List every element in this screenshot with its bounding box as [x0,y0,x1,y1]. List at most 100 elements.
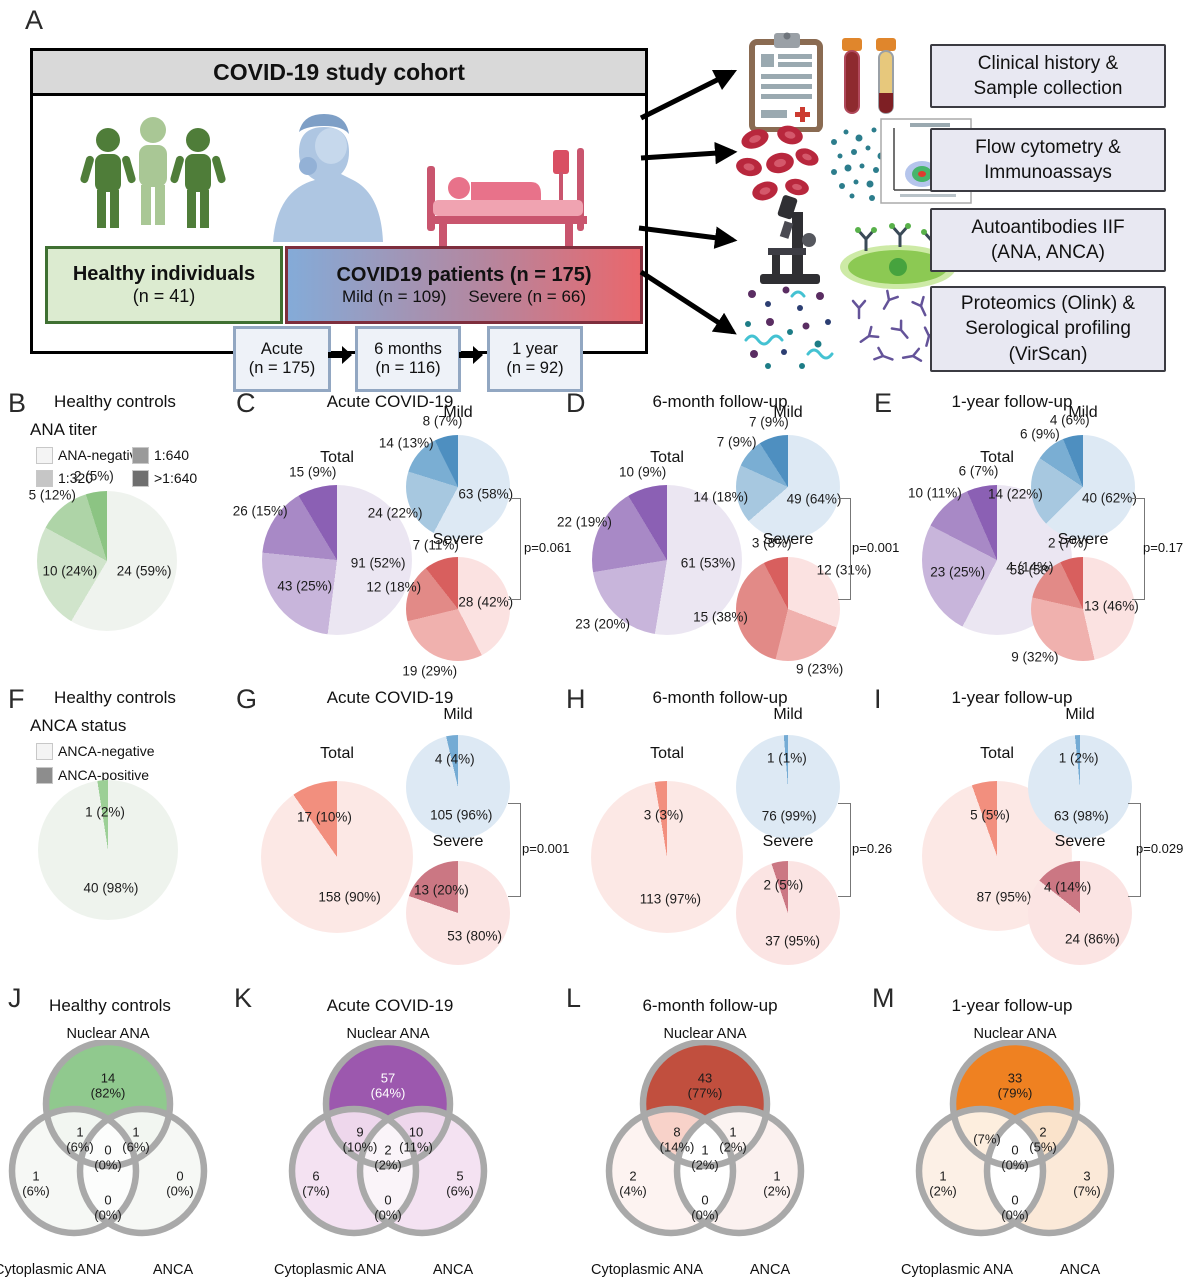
panel-title-b: Healthy controls [54,392,176,411]
fan-arrows [638,69,738,335]
group-label-mild: Mild [443,404,473,421]
pie-slice-label: 14 (13%) [378,435,434,451]
hospital-bed-icon [427,148,587,250]
pie-slice-label: 24 (59%) [116,563,172,579]
cohort-box: COVID-19 study cohort [30,48,648,392]
healthy-people-icon [80,117,226,228]
timeline-6m-n: (n = 116) [375,359,441,377]
pie-slice-label: 4 (4%) [434,751,475,767]
pie-6m-total-ana: 61 (53%) 23 (20%) 22 (19%) 10 (9%) [557,465,742,635]
timeline-acute-label: Acute [260,340,304,358]
patients-severe-n: Severe (n = 66) [468,286,587,306]
healthy-individuals-box: Healthy individuals (n = 41) [45,246,283,324]
pie-slice-label: 22 (19%) [557,514,612,530]
pie-6m-total-anca: 113 (97%) 3 (3%) [591,781,743,933]
pie-6m-severe-anca: 37 (95%) 2 (5%) [736,861,840,965]
panel-letter-e: E [874,388,893,418]
venn-set-cytoplasmic: Cytoplasmic ANA [273,1262,387,1278]
pie-6m-mild-anca: 76 (99%) 1 (1%) [736,735,840,839]
panel-letter-j: J [8,983,22,1013]
pie-slice-label: 6 (9%) [1019,426,1060,442]
pie-slice-label: 3 (3%) [643,807,684,823]
legend-swatch-anca-negative [36,743,53,760]
venn-region-nc: 1 (6%) [66,1124,94,1154]
pie-slice-label: 7 (11%) [412,537,459,553]
timeline-acute-n: (n = 175) [248,359,316,377]
ana-titer-legend-title: ANA titer [30,420,98,439]
group-label-mild: Mild [1068,404,1098,421]
venn-set-cytoplasmic: Cytoplasmic ANA [0,1262,107,1278]
pie-slice-label: 7 (9%) [716,434,757,450]
venn-set-anca: ANCA [1059,1262,1101,1278]
pie-acute-severe-anca: 53 (80%) 13 (20%) [406,861,510,965]
pie-slice-label: 23 (20%) [575,616,631,632]
blood-tubes-icon [842,38,896,114]
venn-region-nc: 8 (14%) [659,1124,695,1154]
venn-region-center: 0 (0%) [94,1142,122,1172]
venn-region-ca: 0 (0%) [94,1192,122,1222]
venn-region-center: 2 (2%) [374,1142,402,1172]
pie-slice-label: 19 (29%) [402,663,458,679]
venn-set-cytoplasmic: Cytoplasmic ANA [900,1262,1014,1278]
venn-region-anca: 0 (0%) [166,1168,194,1198]
panel-title-i: 1-year follow-up [951,688,1073,707]
venn-region-cyto: 1 (2%) [929,1168,957,1198]
panel-letter-h: H [566,684,586,714]
group-label-severe: Severe [432,531,484,548]
method-line: Autoantibodies IIF [971,216,1125,238]
venn-region-cyto: 1 (6%) [22,1168,50,1198]
comparison-bracket [508,803,521,897]
pie-acute-total-anca: 158 (90%) 17 (10%) [261,781,413,933]
legend-label-gt-1-640: >1:640 [154,470,198,486]
panel-title-f: Healthy controls [54,688,176,707]
pie-1y-mild-ana: 40 (62%) 14 (22%) 6 (9%) 4 (6%) [988,413,1137,539]
pie-slice-label: 40 (98%) [83,880,139,896]
venn-region-ca: 0 (0%) [374,1192,402,1222]
healthy-label: Healthy individuals [72,263,256,285]
pie-slice-label: 158 (90%) [318,889,381,905]
pie-acute-severe-ana: 28 (42%) 19 (29%) 12 (18%) 7 (11%) [366,537,513,678]
p-value: p=0.26 [852,841,893,856]
pie-slice-label: 5 (5%) [970,807,1010,823]
venn-region-anca: 3 (7%) [1073,1168,1101,1198]
group-label-severe: Severe [1054,833,1106,850]
pie-1y-severe-ana: 13 (46%) 9 (32%) 4 (14%) 2 (7%) [1006,535,1139,664]
pie-slice-label: 5 (12%) [28,487,76,503]
group-label-total: Total [650,745,684,762]
venn-region-na: 2 (5%) [1029,1124,1057,1154]
healthy-n: (n = 41) [132,286,196,306]
pie-slice-label: 4 (14%) [1006,559,1054,575]
venn-region-na: 1 (6%) [122,1124,150,1154]
method-line: Clinical history & [977,52,1119,74]
pie-slice-label: 63 (58%) [458,486,514,502]
pie-slice-label: 12 (31%) [816,562,872,578]
patients-label: COVID19 patients (n = 175) [336,263,592,286]
pie-acute-mild-ana: 63 (58%) 24 (22%) 14 (13%) 8 (7%) [368,413,514,539]
p-value: p=0.001 [522,841,570,856]
venn-set-nuclear: Nuclear ANA [346,1026,430,1042]
pie-slice-label: 9 (23%) [795,661,844,677]
venn-region-na: 10 (11%) [399,1124,433,1154]
timeline-box-acute: Acute (n = 175) [233,326,331,392]
panel-letter-b: B [8,388,27,418]
coughing-person-icon [273,114,383,242]
comparison-bracket [1132,498,1145,600]
anca-status-legend-title: ANCA status [30,716,127,735]
panel-title-h: 6-month follow-up [652,688,788,707]
venn-region-nuclear: 33 (79%) [997,1070,1033,1100]
venn-set-nuclear: Nuclear ANA [973,1026,1057,1042]
comparison-bracket [838,803,851,897]
timeline-box-1year: 1 year (n = 92) [487,326,583,392]
pie-1y-mild-anca: 63 (98%) 1 (2%) [1028,735,1132,839]
method-line: (VirScan) [1008,343,1088,365]
panel-letter-c: C [236,388,256,418]
panel-title-k: Acute COVID-19 [326,996,454,1015]
panel-title-l: 6-month follow-up [642,996,778,1015]
pie-slice-label: 26 (15%) [232,503,288,519]
group-label-severe: Severe [1057,531,1109,548]
pie-slice-label: 1 (2%) [1058,750,1099,766]
method-line: (ANA, ANCA) [990,242,1106,263]
venn-circles [915,1040,1115,1237]
method-box-flow: Flow cytometry & Immunoassays [930,128,1166,192]
